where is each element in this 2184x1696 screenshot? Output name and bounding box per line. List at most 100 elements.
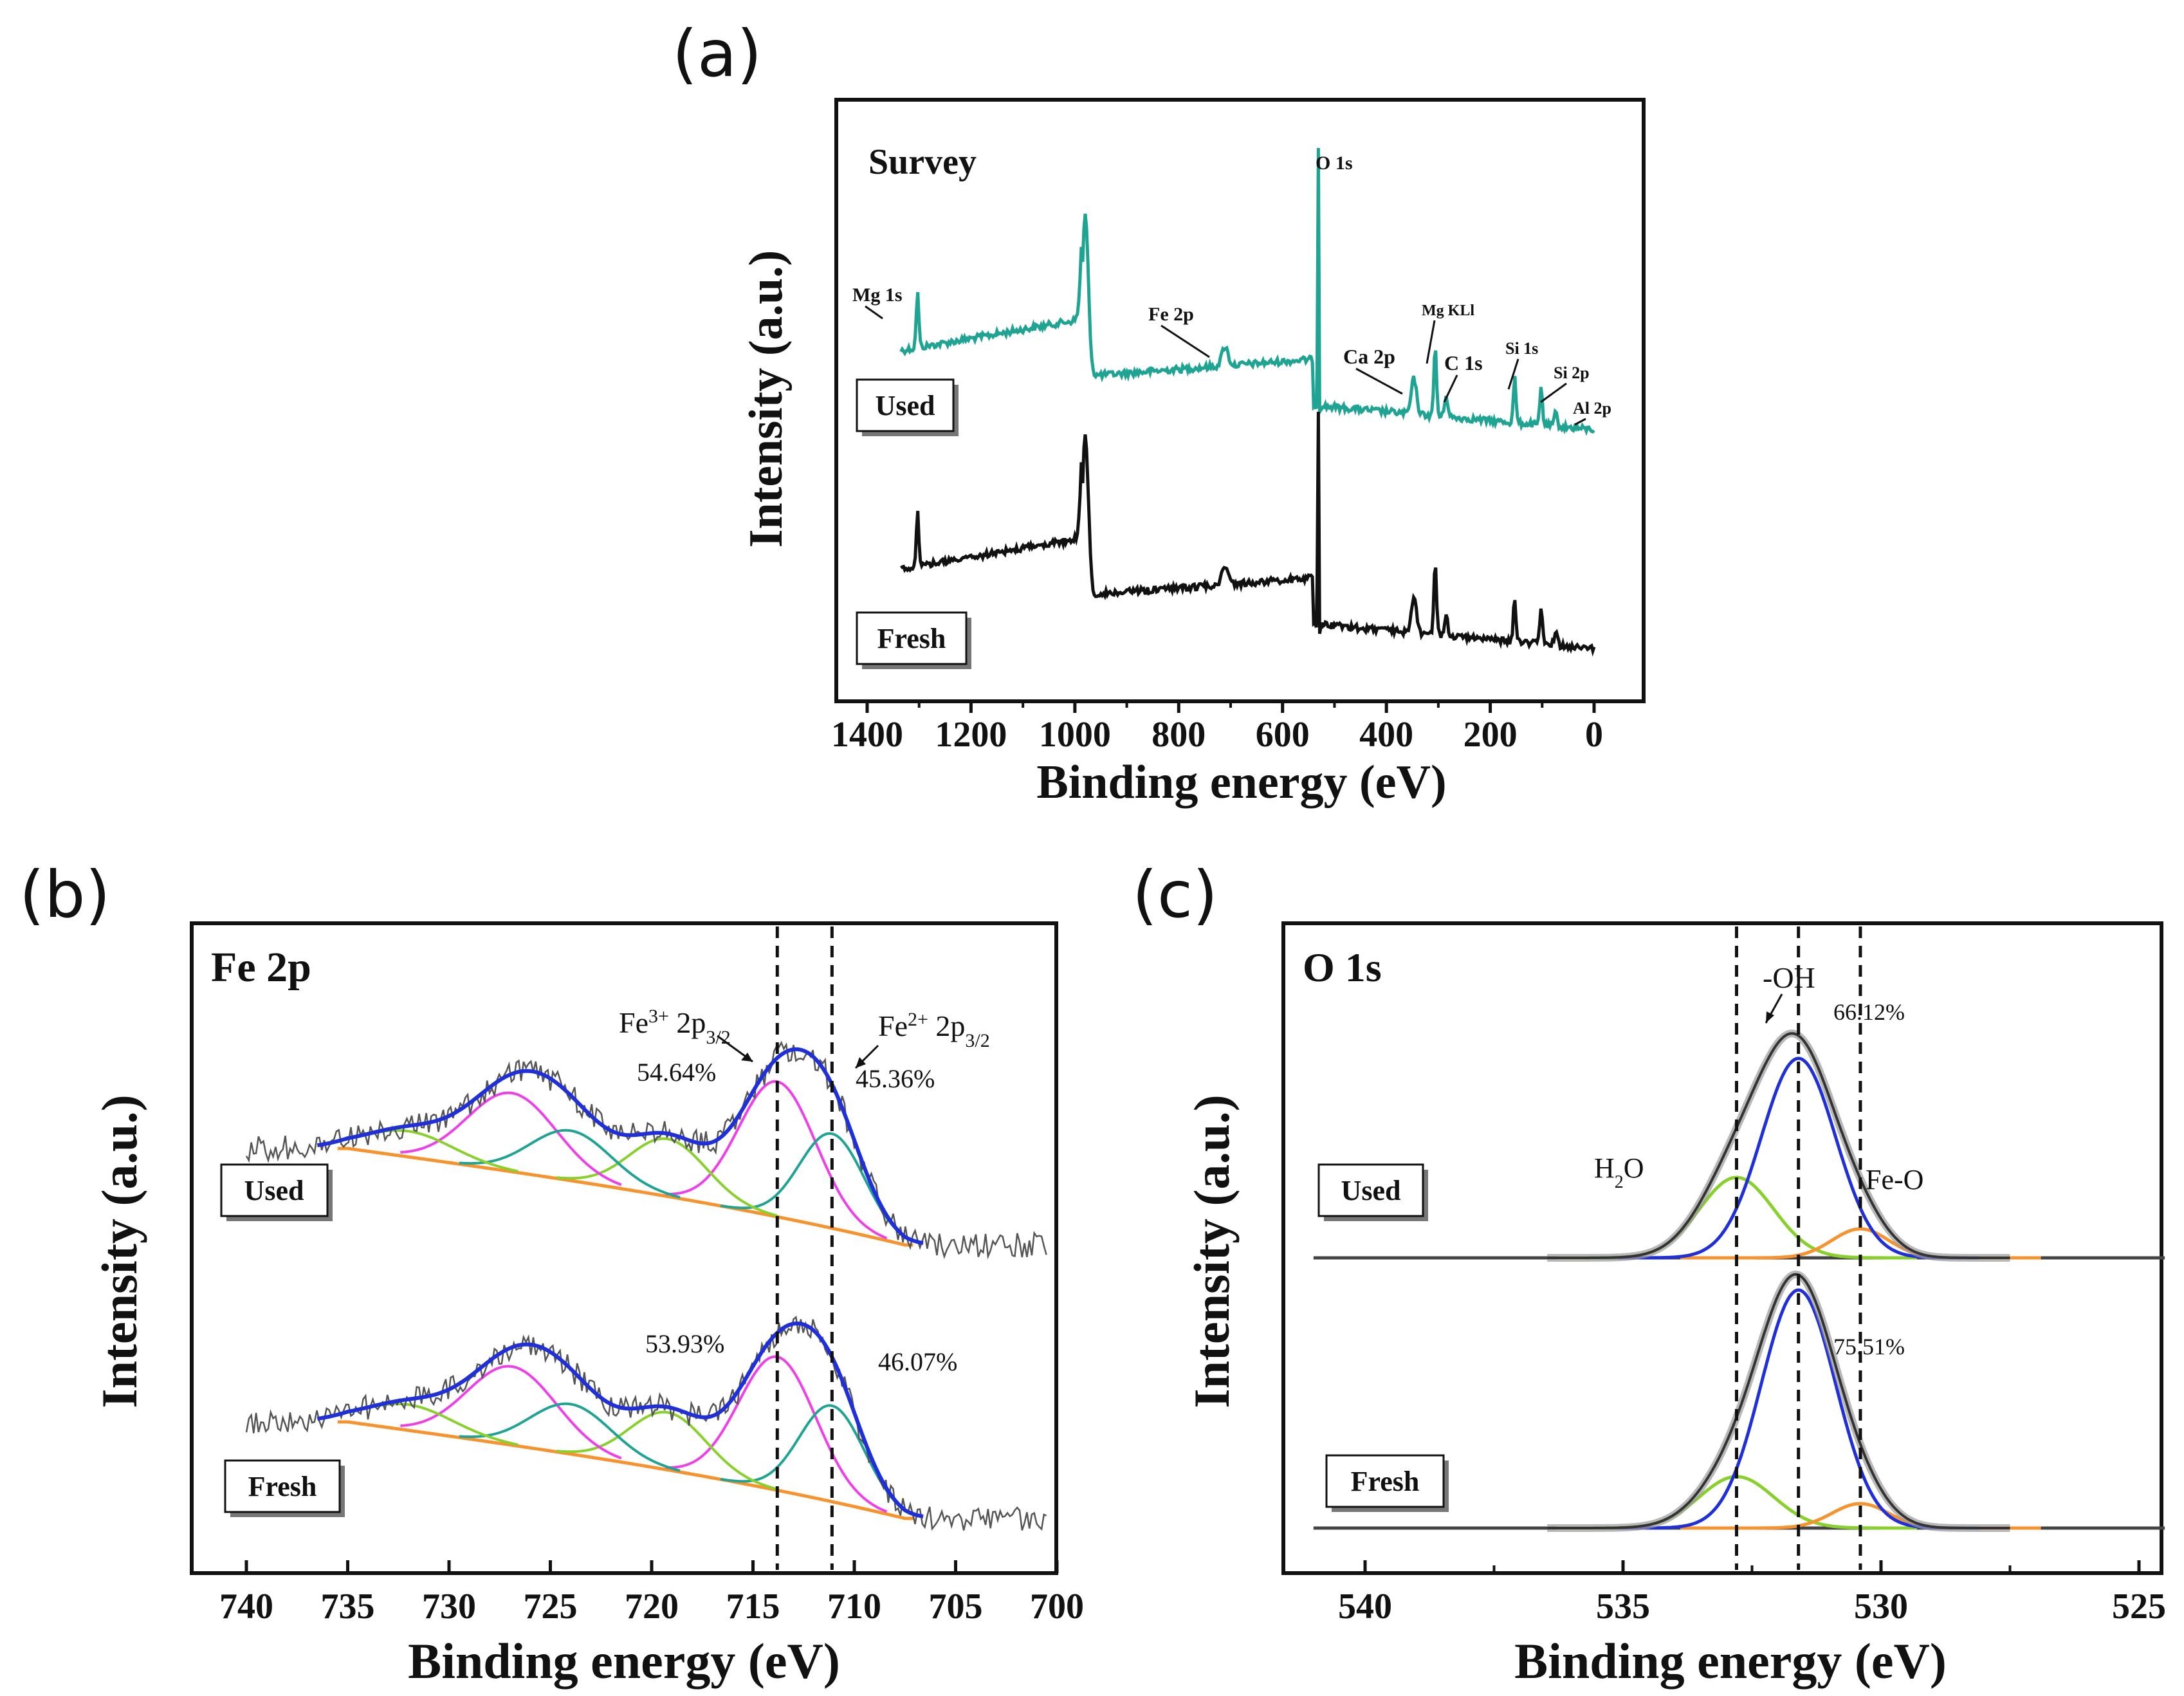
- panel-b-label: (b): [19, 857, 111, 932]
- peak-arrow: [865, 305, 883, 320]
- o1s-envelope: [1547, 1273, 2010, 1529]
- fe2p-envelope: [317, 1322, 924, 1518]
- peak-arrow: [1540, 382, 1567, 403]
- fe2p-component: [459, 1129, 681, 1199]
- panel-b: (b) Fe 2p 740 735 730 725 720 715 710 705 700 Fe…: [19, 857, 1084, 1689]
- x-tick-label: 400: [1359, 715, 1413, 755]
- fe2p-component: [459, 1402, 681, 1472]
- panel-c-dashed-lines: [1734, 926, 1862, 1570]
- peak-arrow: [1507, 358, 1519, 390]
- x-tick-label: 530: [1854, 1587, 1908, 1627]
- peak-label: Fe 2p: [1148, 304, 1194, 325]
- panel-c: (c) O 1s 540 535 530 525 -OH 66.12% 75.51% …: [1132, 857, 2166, 1689]
- panel-b-ylabel: Intensity (a.u.): [91, 1094, 147, 1408]
- x-tick-label: 720: [625, 1587, 679, 1627]
- o1s-envelope: [1547, 1032, 2010, 1259]
- panel-a-annotations: Mg 1s Fe 2p O 1s Ca 2p Mg KLl C 1s Si 1s Si 2p A…: [852, 152, 1611, 426]
- x-tick-label: 700: [1030, 1587, 1084, 1627]
- peak-arrow: [1443, 374, 1458, 403]
- x-tick-label: 735: [321, 1587, 375, 1627]
- panel-c-x-ticks: 540 535 530 525: [1338, 1560, 2166, 1627]
- peak-arrow: [1426, 320, 1436, 364]
- oh-arrow-head: [1766, 1011, 1774, 1023]
- fe2p-component: [556, 1137, 778, 1217]
- x-tick-label: 1400: [831, 715, 903, 755]
- x-tick-label: 710: [827, 1587, 881, 1627]
- panel-c-ylabel: Intensity (a.u.): [1184, 1094, 1240, 1408]
- o1s-raw-data: [1547, 1270, 2010, 1532]
- x-tick-label: 535: [1596, 1587, 1650, 1627]
- legend-used-a-label: Used: [876, 390, 935, 421]
- legend-fresh-a-label: Fresh: [877, 623, 946, 654]
- x-tick-label: 715: [726, 1587, 780, 1627]
- panel-b-xlabel: Binding energy (eV): [408, 1633, 840, 1689]
- legend-fresh-b-label: Fresh: [248, 1471, 317, 1502]
- peak-label: Mg KLl: [1422, 302, 1474, 319]
- panel-c-label: (c): [1132, 857, 1218, 932]
- panel-a-xlabel: Binding energy (eV): [1036, 756, 1446, 809]
- panel-a: (a) Survey 1400 1200 1000 800 600 400 200 0 Mg …: [672, 16, 1646, 809]
- x-tick-label: 0: [1585, 715, 1603, 755]
- legend-fresh-a: Fresh: [856, 611, 971, 669]
- panel-b-frame: [190, 921, 1058, 1575]
- oh-label: -OH: [1763, 961, 1815, 994]
- legend-used-c-label: Used: [1341, 1175, 1401, 1206]
- peak-label: Mg 1s: [852, 284, 903, 306]
- panel-c-title: O 1s: [1303, 945, 1382, 990]
- series-fresh-survey: [900, 411, 1596, 657]
- legend-used-b-label: Used: [244, 1175, 304, 1206]
- x-tick-label: 525: [2112, 1587, 2166, 1627]
- fe2p-raw-data: [245, 1040, 1047, 1260]
- panel-a-x-ticks: 1400 1200 1000 800 600 400 200 0: [831, 701, 1603, 755]
- fe2-arrow-head: [856, 1057, 866, 1068]
- panel-a-label: (a): [672, 16, 762, 91]
- feo-label: Fe-O: [1866, 1164, 1923, 1195]
- x-tick-label: 800: [1152, 715, 1206, 755]
- legend-fresh-b: Fresh: [224, 1459, 345, 1517]
- panel-a-title: Survey: [868, 142, 977, 182]
- fe2p-envelope: [317, 1047, 924, 1245]
- peak-label: Si 2p: [1554, 364, 1590, 382]
- fe2-peak-label: Fe2+ 2p3/2: [878, 1009, 990, 1051]
- fe2p-background: [337, 1420, 913, 1520]
- legend-used-b: Used: [220, 1163, 333, 1221]
- fe3-arrow-head: [741, 1053, 753, 1062]
- x-tick-label: 740: [219, 1587, 273, 1627]
- peak-label: Al 2p: [1573, 399, 1611, 418]
- panel-a-curves: [899, 147, 1596, 657]
- fe2p-component: [400, 1365, 622, 1460]
- panel-b-curves: [245, 1040, 1047, 1531]
- fe3-peak-label: Fe3+ 2p3/2: [619, 1006, 731, 1048]
- fresh-fe2-percent: 46.07%: [878, 1347, 957, 1376]
- panel-c-xlabel: Binding energy (eV): [1514, 1633, 1947, 1689]
- panel-a-frame: [834, 98, 1646, 703]
- x-tick-label: 705: [929, 1587, 983, 1627]
- x-tick-label: 1200: [935, 715, 1007, 755]
- panel-b-dashed-lines: [775, 926, 834, 1570]
- x-tick-label: 730: [422, 1587, 476, 1627]
- x-tick-label: 200: [1464, 715, 1518, 755]
- peak-label: Si 1s: [1505, 339, 1538, 358]
- series-used-survey: [899, 147, 1595, 436]
- panel-b-title: Fe 2p: [211, 944, 311, 991]
- peak-arrow: [1355, 367, 1403, 395]
- legend-used-c: Used: [1317, 1163, 1428, 1221]
- panel-c-frame: [1281, 921, 2163, 1575]
- fresh-oh-percent: 75.51%: [1833, 1334, 1905, 1360]
- peak-arrow: [1574, 418, 1586, 426]
- panel-a-ylabel: Intensity (a.u.): [740, 250, 793, 548]
- used-oh-percent: 66.12%: [1833, 999, 1905, 1025]
- legend-fresh-c-label: Fresh: [1351, 1466, 1420, 1497]
- fe2p-component: [556, 1410, 778, 1491]
- x-tick-label: 725: [524, 1587, 578, 1627]
- x-tick-label: 1000: [1039, 715, 1111, 755]
- h2o-label: H2O: [1594, 1152, 1644, 1192]
- panel-b-x-ticks: 740 735 730 725 720 715 710 705 700: [219, 1560, 1084, 1627]
- panel-c-curves: [1313, 1029, 2165, 1532]
- x-tick-label: 540: [1338, 1587, 1392, 1627]
- peak-arrow: [1161, 324, 1210, 358]
- o1s-raw-data: [1547, 1029, 2010, 1262]
- fe2p-background: [337, 1147, 913, 1247]
- used-fe3-percent: 54.64%: [637, 1058, 716, 1087]
